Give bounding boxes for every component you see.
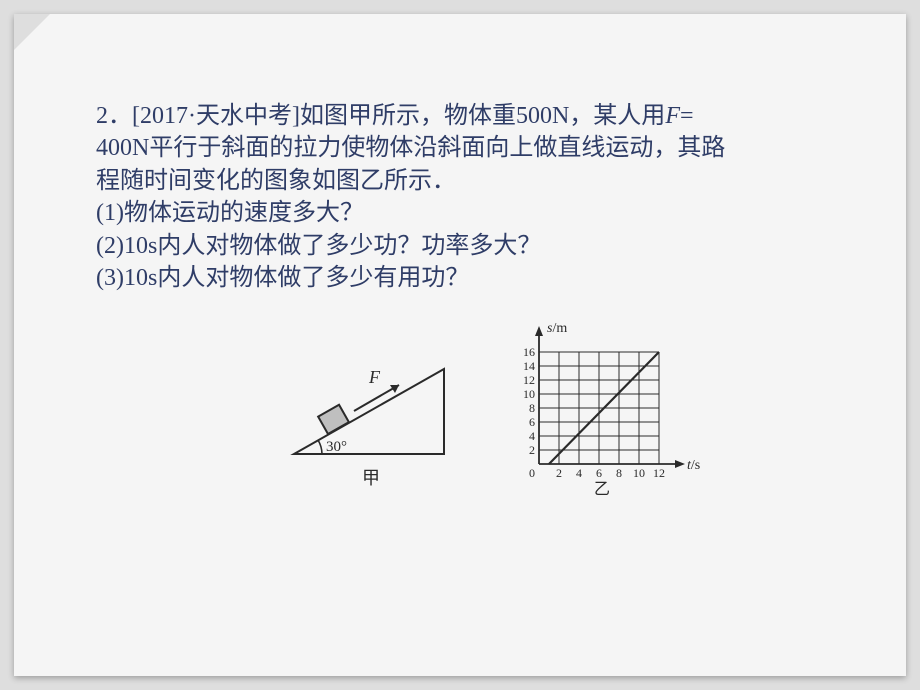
xtick-12: 12 (653, 466, 665, 480)
angle-arc (318, 440, 322, 454)
angle-label: 30° (326, 439, 347, 455)
figure-graph: s/m t/s 2 4 6 8 10 12 14 16 0 2 4 (523, 321, 700, 498)
slide-page: 2．[2017·天水中考]如图甲所示，物体重500N，某人用F= 400N平行于… (14, 14, 906, 676)
ytick-14: 14 (523, 359, 535, 373)
xtick-8: 8 (616, 466, 622, 480)
figure-incline: 30° F 甲 (294, 367, 444, 488)
ytick-16: 16 (523, 345, 535, 359)
question-1: (1)物体运动的速度多大？ (96, 197, 836, 229)
ytick-6: 6 (529, 415, 535, 429)
ytick-2: 2 (529, 443, 535, 457)
x-tick-labels: 0 2 4 6 8 10 12 (529, 466, 665, 480)
figures-container: 30° F 甲 (274, 314, 714, 514)
figure-left-label: 甲 (362, 468, 380, 488)
xtick-4: 4 (576, 466, 582, 480)
y-tick-labels: 2 4 6 8 10 12 14 16 (523, 345, 535, 457)
line-1: 2．[2017·天水中考]如图甲所示，物体重500N，某人用F= (96, 100, 836, 132)
xtick-2: 2 (556, 466, 562, 480)
xtick-0: 0 (529, 466, 535, 480)
line1-pre: 2．[2017·天水中考]如图甲所示，物体重500N，某人用 (96, 103, 665, 129)
axes (535, 326, 685, 468)
figure-right-label: 乙 (594, 481, 610, 498)
corner-fold (14, 14, 50, 50)
force-symbol: F (665, 103, 680, 129)
ytick-8: 8 (529, 401, 535, 415)
figures-svg: 30° F 甲 (274, 314, 714, 514)
ytick-12: 12 (523, 373, 535, 387)
line-2: 400N平行于斜面的拉力使物体沿斜面向上做直线运动，其路 (96, 132, 836, 164)
problem-text: 2．[2017·天水中考]如图甲所示，物体重500N，某人用F= 400N平行于… (96, 100, 836, 294)
question-3: (3)10s内人对物体做了多少有用功？ (96, 262, 836, 294)
block-group (318, 405, 349, 434)
line1-post: = (680, 103, 694, 129)
ytick-4: 4 (529, 429, 535, 443)
ytick-10: 10 (523, 387, 535, 401)
line-3: 程随时间变化的图象如图乙所示． (96, 165, 836, 197)
y-axis-label: s/m (547, 321, 567, 336)
question-2: (2)10s内人对物体做了多少功？功率多大？ (96, 230, 836, 262)
force-label: F (368, 367, 381, 387)
block-rect (318, 405, 349, 434)
xtick-10: 10 (633, 466, 645, 480)
xtick-6: 6 (596, 466, 602, 480)
x-axis-label: t/s (687, 458, 700, 473)
